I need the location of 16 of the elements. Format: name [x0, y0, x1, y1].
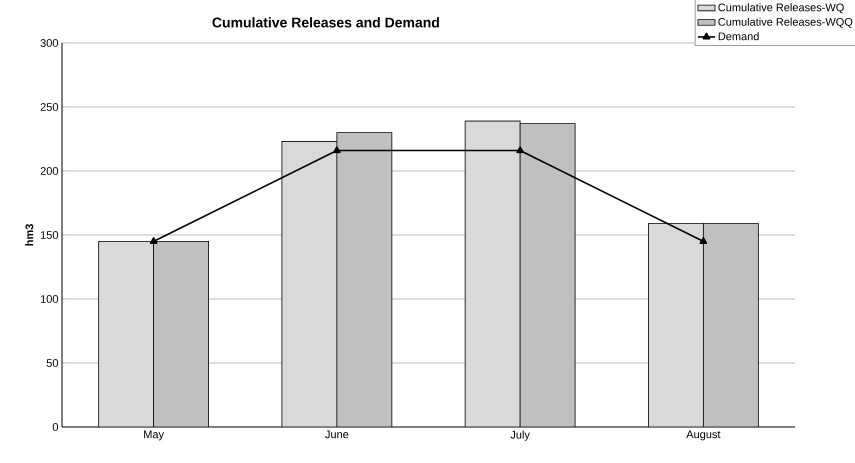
x-tick-label: June	[325, 430, 348, 438]
legend-label: Cumulative Releases-WQQ	[718, 18, 852, 28]
legend-label: Demand	[718, 32, 759, 40]
y-tick-label: 200	[40, 167, 58, 175]
y-axis-title: hm3	[25, 224, 34, 246]
chart-title: Cumulative Releases and Demand	[212, 17, 439, 28]
y-tick-label: 100	[40, 295, 58, 303]
x-tick-label: May	[144, 430, 164, 440]
y-tick-label: 250	[40, 103, 58, 111]
x-tick-label: August	[686, 430, 720, 440]
x-tick-label: July	[510, 430, 530, 441]
y-tick-label: 50	[46, 359, 58, 367]
y-tick-label: 0	[52, 423, 58, 431]
y-tick-label: 150	[40, 231, 58, 239]
legend-label: Cumulative Releases-WQ	[718, 3, 844, 14]
y-tick-label: 300	[40, 39, 58, 47]
